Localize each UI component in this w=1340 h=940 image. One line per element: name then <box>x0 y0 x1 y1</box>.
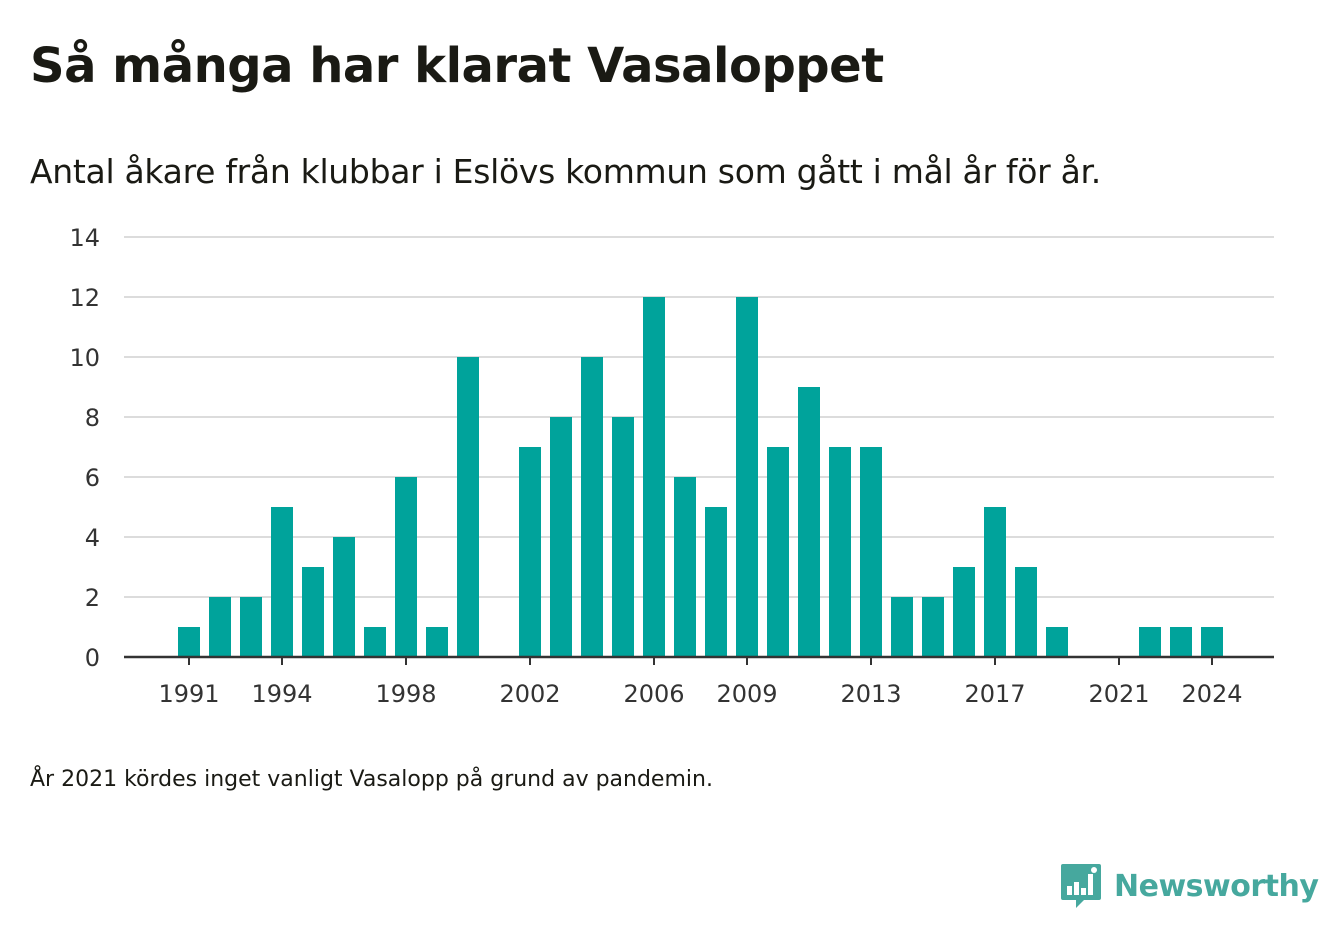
bar-1995 <box>302 567 324 657</box>
bar-2009 <box>736 297 758 657</box>
bar-2023 <box>1170 627 1192 657</box>
y-tick-label: 6 <box>85 464 100 492</box>
y-tick-label: 10 <box>69 344 100 372</box>
bar-2013 <box>860 447 882 657</box>
y-tick-label: 0 <box>85 644 100 672</box>
bar-1999 <box>426 627 448 657</box>
bar-2007 <box>674 477 696 657</box>
y-tick-label: 12 <box>69 284 100 312</box>
x-tick-label: 2002 <box>499 680 560 708</box>
bar-2017 <box>984 507 1006 657</box>
bar-1996 <box>333 537 355 657</box>
bar-2019 <box>1046 627 1068 657</box>
brand-logo: Newsworthy <box>1060 860 1319 912</box>
bar-2008 <box>705 507 727 657</box>
bar-2000 <box>457 357 479 657</box>
bar-2010 <box>767 447 789 657</box>
x-tick-label: 2017 <box>964 680 1025 708</box>
bar-2015 <box>922 597 944 657</box>
newsworthy-logo-icon <box>1061 864 1101 908</box>
x-tick-label: 2021 <box>1088 680 1149 708</box>
bar-1993 <box>240 597 262 657</box>
y-tick-label: 2 <box>85 584 100 612</box>
chart-subtitle: Antal åkare från klubbar i Eslövs kommun… <box>30 152 1101 191</box>
footnote: År 2021 kördes inget vanligt Vasalopp på… <box>30 767 713 792</box>
bar-2006 <box>643 297 665 657</box>
axes: 0 2 4 6 8 10 12 14 1991 1994 1998 2002 2006 2009 2013 2… <box>69 224 1274 708</box>
gridlines <box>124 236 1274 598</box>
bar-2014 <box>891 597 913 657</box>
y-tick-label: 14 <box>69 224 100 252</box>
bar-1997 <box>364 627 386 657</box>
y-tick-label: 8 <box>85 404 100 432</box>
x-tick-label: 2024 <box>1181 680 1242 708</box>
brand-name: Newsworthy <box>1114 868 1319 904</box>
x-tick-label: 1991 <box>158 680 219 708</box>
bar-2003 <box>550 417 572 657</box>
bar-chart: 0 2 4 6 8 10 12 14 1991 1994 1998 2002 2006 2009 2013 2… <box>69 224 1274 708</box>
chart-title: Så många har klarat Vasaloppet <box>30 38 884 94</box>
bar-2011 <box>798 387 820 657</box>
bars <box>178 297 1223 657</box>
bar-2024 <box>1201 627 1223 657</box>
bar-1992 <box>209 597 231 657</box>
bar-2022 <box>1139 627 1161 657</box>
bar-2012 <box>829 447 851 657</box>
x-tick-label: 1994 <box>251 680 312 708</box>
bar-2018 <box>1015 567 1037 657</box>
bar-2002 <box>519 447 541 657</box>
bar-1994 <box>271 507 293 657</box>
bar-2016 <box>953 567 975 657</box>
x-tick-label: 2009 <box>716 680 777 708</box>
x-tick-label: 1998 <box>375 680 436 708</box>
bar-2004 <box>581 357 603 657</box>
bar-2005 <box>612 417 634 657</box>
bar-1991 <box>178 627 200 657</box>
x-tick-label: 2013 <box>840 680 901 708</box>
bar-1998 <box>395 477 417 657</box>
x-tick-label: 2006 <box>623 680 684 708</box>
y-tick-label: 4 <box>85 524 100 552</box>
